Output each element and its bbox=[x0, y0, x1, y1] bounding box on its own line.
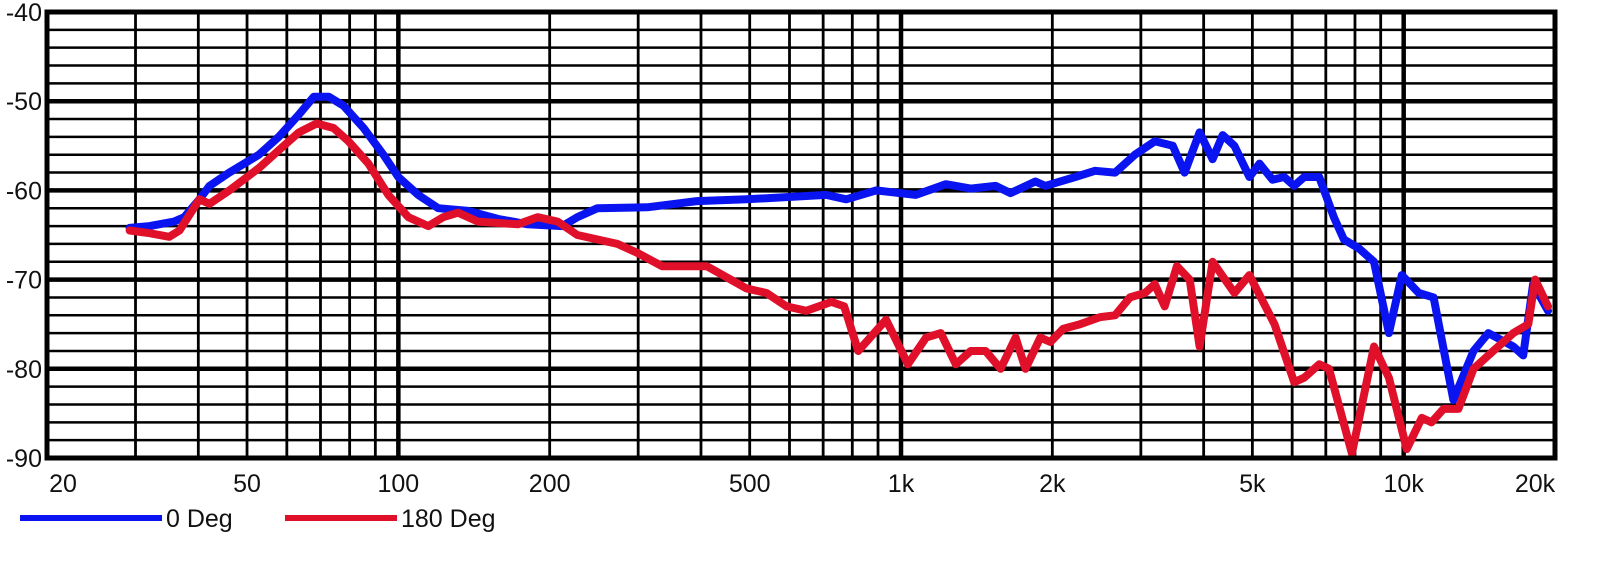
x-tick-label: 20k bbox=[1515, 470, 1556, 498]
legend-item-0-deg: 0 Deg bbox=[20, 505, 233, 533]
legend-label-180-deg: 180 Deg bbox=[401, 505, 496, 533]
x-axis-ticks: 20 50 100 200 500 1k 2k 5k 10k 20k bbox=[49, 470, 1556, 498]
grid bbox=[45, 9, 1557, 461]
x-tick-label: 20 bbox=[49, 470, 77, 498]
x-tick-label: 10k bbox=[1384, 470, 1425, 498]
y-tick-label: -60 bbox=[6, 177, 42, 205]
x-tick-label: 50 bbox=[233, 470, 261, 498]
x-tick-label: 2k bbox=[1039, 470, 1066, 498]
y-tick-label: -50 bbox=[6, 88, 42, 116]
legend: 0 Deg 180 Deg bbox=[20, 505, 496, 533]
x-tick-label: 200 bbox=[529, 470, 571, 498]
y-tick-label: -40 bbox=[6, 0, 42, 27]
plot-border bbox=[44, 9, 1558, 461]
series-line-0-deg bbox=[125, 92, 1552, 404]
legend-item-180-deg: 180 Deg bbox=[285, 505, 496, 533]
x-tick-label: 5k bbox=[1239, 470, 1266, 498]
plot-frame bbox=[44, 9, 1558, 461]
x-tick-label: 500 bbox=[729, 470, 771, 498]
y-tick-label: -70 bbox=[6, 267, 42, 295]
y-tick-label: -80 bbox=[6, 356, 42, 384]
y-axis-ticks: -40 -50 -60 -70 -80 -90 bbox=[6, 0, 42, 473]
x-tick-label: 1k bbox=[888, 470, 915, 498]
legend-label-0-deg: 0 Deg bbox=[166, 505, 233, 533]
series-line-180-deg bbox=[125, 119, 1552, 458]
y-tick-label: -90 bbox=[6, 445, 42, 473]
x-tick-label: 100 bbox=[377, 470, 419, 498]
series-lines bbox=[125, 92, 1552, 458]
